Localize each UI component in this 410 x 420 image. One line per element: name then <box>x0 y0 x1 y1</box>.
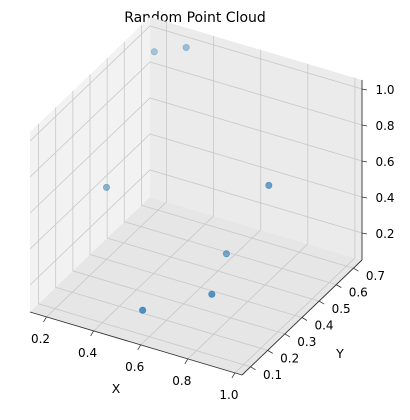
y-tick-label: 0.7 <box>366 269 385 283</box>
y-tick-label: 0.5 <box>332 302 351 316</box>
grid-line-y <box>141 25 354 269</box>
y-tick-mark <box>301 317 308 321</box>
x-tick-mark <box>184 358 189 365</box>
z-tick-mark <box>361 160 368 163</box>
data-point <box>265 181 273 189</box>
y-tick-mark <box>267 350 273 354</box>
data-point <box>139 306 147 314</box>
x-tick-label: 0.6 <box>125 360 144 374</box>
y-tick-mark <box>250 366 256 371</box>
z-tick-mark <box>361 124 368 127</box>
y-tick-mark <box>353 267 359 272</box>
data-points <box>102 44 273 314</box>
grid-line-x <box>46 21 167 318</box>
z-tick-mark <box>361 196 368 199</box>
grid-line-z <box>29 97 363 214</box>
x-tick-label: 0.4 <box>78 346 97 360</box>
grid-line-y <box>38 123 251 368</box>
x-tick-label: 1.0 <box>219 388 238 402</box>
grid-line-y <box>106 58 320 302</box>
y-axis-label: Y <box>335 346 344 361</box>
z-tick-label: 0.6 <box>375 155 394 169</box>
grid-line-y <box>89 74 303 318</box>
grid-line-x <box>140 49 262 346</box>
grid-line-z <box>29 133 363 250</box>
y-tick-mark <box>318 300 325 305</box>
tick-labels: 0.2 0.4 0.6 0.8 1.0 0.1 0.2 0.3 0.4 0.5 0.6 0.7 0.2 0… <box>31 83 395 402</box>
y-tick-mark <box>336 284 342 288</box>
data-point <box>150 48 158 56</box>
data-point <box>102 183 110 191</box>
grid-line-x <box>187 63 309 360</box>
z-tick-label: 0.4 <box>375 191 394 205</box>
grid-line-x <box>234 77 356 374</box>
x-tick-mark <box>137 344 142 351</box>
y-tick-label: 0.6 <box>349 286 368 300</box>
x-tick-mark <box>43 316 47 323</box>
y-tick-mark <box>284 333 291 338</box>
data-point <box>208 290 216 298</box>
grid-line-z <box>29 61 363 178</box>
x-axis-line <box>29 311 243 376</box>
grid-line-y <box>123 41 337 286</box>
data-point <box>182 44 190 52</box>
z-tick-label: 0.2 <box>375 227 394 241</box>
x-tick-label: 0.8 <box>172 374 191 388</box>
grid-line-y <box>72 90 285 335</box>
z-tick-label: 1.0 <box>375 83 394 97</box>
y-tick-label: 0.1 <box>263 368 282 382</box>
grid-line-z <box>29 25 363 142</box>
x-tick-mark <box>231 372 236 379</box>
grid-lines <box>29 21 363 374</box>
x-axis-label: X <box>112 381 121 396</box>
data-point <box>222 250 230 258</box>
y-tick-label: 0.4 <box>314 319 333 333</box>
x-tick-label: 0.2 <box>31 332 50 346</box>
grid-line-y <box>55 107 268 351</box>
grid-line-x <box>93 35 215 332</box>
grid-line-z <box>29 169 363 286</box>
z-tick-mark <box>361 232 368 235</box>
z-tick-mark <box>361 88 368 91</box>
x-tick-mark <box>90 330 94 337</box>
y-tick-label: 0.2 <box>280 351 299 365</box>
z-tick-label: 0.8 <box>375 119 394 133</box>
y-tick-label: 0.3 <box>297 335 316 349</box>
axis-panes <box>30 17 362 375</box>
